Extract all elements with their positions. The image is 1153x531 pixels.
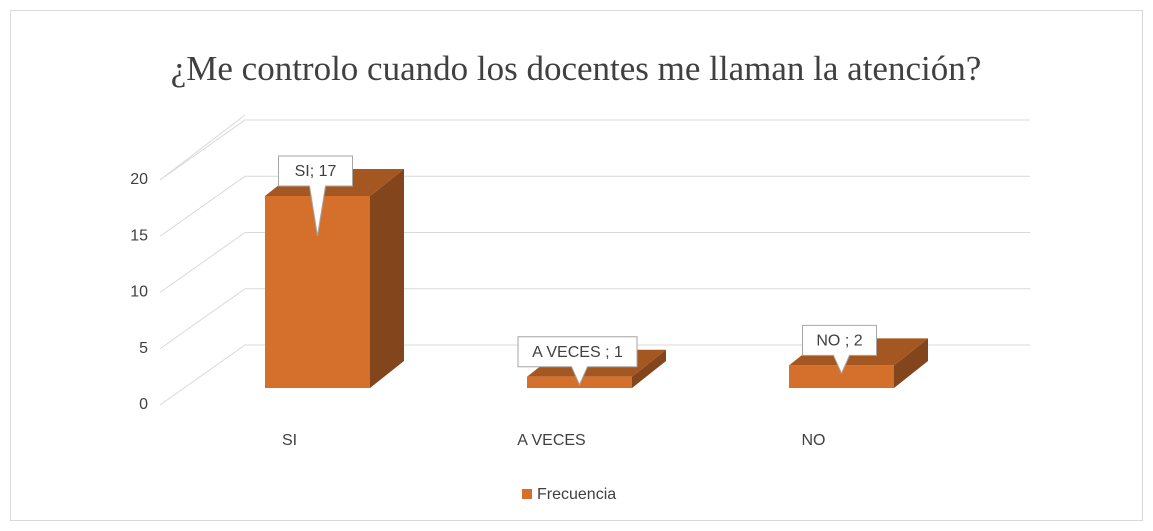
y-tick-label: 10 [130,284,148,301]
grid-line [159,119,1030,181]
data-label-box [802,324,877,375]
grid-line [159,288,1030,350]
x-tick-label: NO [802,432,826,449]
y-tick-label: 5 [139,340,148,357]
bar [789,365,894,388]
legend-swatch [522,489,532,499]
data-label: A VECES ; 1 [532,344,623,361]
legend-label: Frecuencia [537,486,616,503]
x-tick-label: A VECES [517,432,585,449]
wall-edge [159,114,246,181]
y-tick-label: 0 [139,396,148,413]
bar-side [894,338,928,388]
bar-side [632,349,666,388]
y-tick-label: 15 [130,227,148,244]
bar-side [370,169,404,388]
chart-title: ¿Me controlo cuando los docentes me llam… [171,49,982,88]
y-tick-label: 20 [130,171,148,188]
data-label-box [278,155,353,237]
grid-line [159,175,1030,237]
data-label: NO ; 2 [816,333,862,350]
x-tick-label: SI [282,432,297,449]
chart-frame [10,10,1143,521]
data-label-box [517,336,638,386]
grid-line [159,344,1030,406]
grid-line [159,232,1030,293]
data-label: SI; 17 [295,163,337,180]
